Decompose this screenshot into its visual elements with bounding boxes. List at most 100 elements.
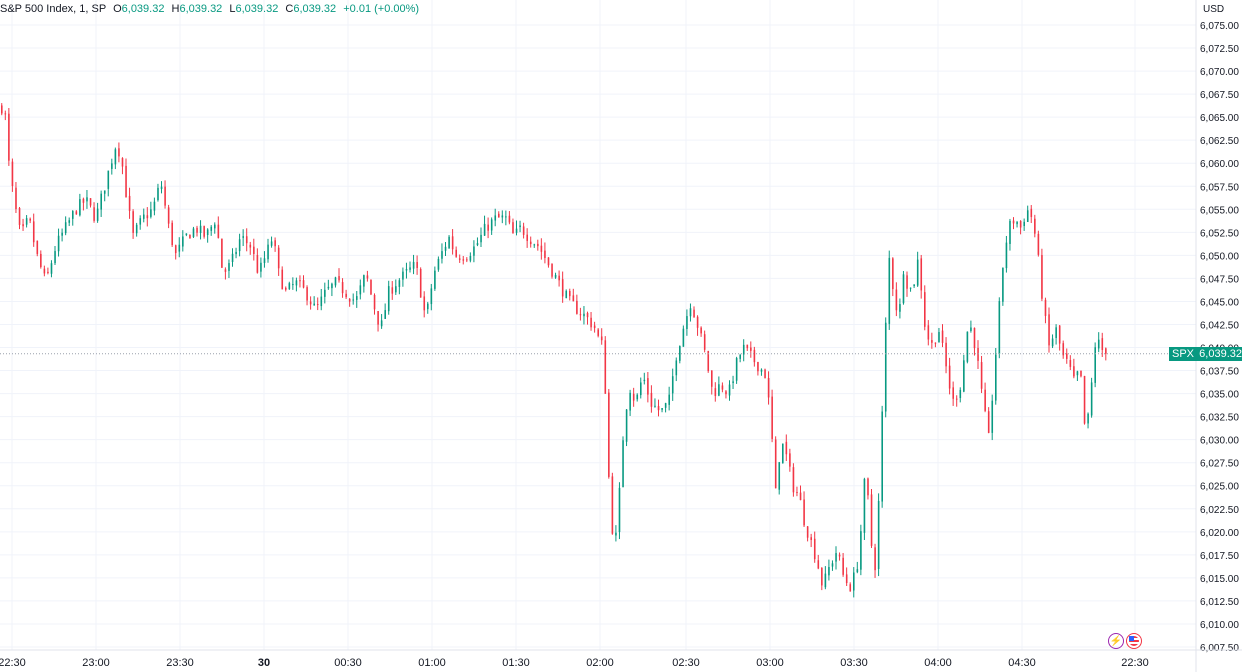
candle-body	[586, 312, 589, 318]
candle-body	[863, 478, 866, 533]
candle-body	[480, 234, 482, 243]
candle-body	[79, 199, 81, 216]
candle-body	[913, 284, 915, 286]
candlestick-series	[1, 103, 1107, 598]
candle-body	[1076, 371, 1079, 376]
candle-body	[86, 197, 88, 202]
candle-body	[792, 467, 795, 493]
candle-body	[224, 269, 227, 272]
candle-body	[1090, 382, 1093, 416]
lightning-icon[interactable]: ⚡	[1108, 633, 1124, 649]
candle-body	[860, 531, 862, 570]
x-tick-label: 02:30	[672, 657, 700, 669]
candle-body	[199, 225, 202, 234]
candle-body	[473, 246, 475, 256]
candle-body	[643, 379, 646, 382]
candle-body	[625, 409, 628, 442]
candle-body	[40, 253, 42, 268]
candle-body	[959, 389, 962, 399]
candle-body	[114, 149, 117, 165]
candle-body	[430, 288, 433, 305]
candle-body	[853, 572, 855, 591]
y-tick-label: 6,067.50	[1200, 90, 1239, 101]
candle-body	[462, 259, 465, 261]
candle-body	[398, 280, 401, 287]
legend-low-label: L	[229, 3, 236, 15]
candle-body	[1094, 347, 1096, 383]
chart-grid	[0, 0, 1196, 650]
candle-body	[341, 282, 344, 294]
candle-body	[508, 215, 511, 223]
time-axis[interactable]: 22:30 23:00 23:30 30 00:30 01:00 01:30 02:00 02:…	[0, 649, 1242, 669]
y-tick-label: 6,055.00	[1200, 205, 1239, 216]
candle-body	[977, 347, 979, 361]
candle-body	[306, 287, 308, 301]
candle-body	[302, 280, 305, 288]
last-price-badge: SPX 6,039.32	[1169, 346, 1242, 361]
candle-body	[927, 325, 930, 340]
candle-body	[682, 328, 685, 347]
candle-body	[487, 224, 489, 231]
candle-body	[892, 258, 894, 290]
candle-body	[618, 487, 621, 533]
candle-body	[221, 238, 223, 268]
candle-body	[103, 190, 106, 194]
candle-body	[185, 233, 188, 235]
candle-body	[171, 222, 173, 245]
candle-body	[416, 262, 418, 268]
candle-body	[693, 309, 695, 318]
x-tick-label: 01:30	[502, 657, 530, 669]
candle-body	[196, 227, 198, 233]
candle-body	[25, 218, 28, 225]
candle-body	[501, 215, 504, 218]
legend-change: +0.01 (+0.00%)	[343, 3, 420, 15]
x-tick-label: 04:00	[924, 657, 952, 669]
candle-body	[657, 406, 660, 411]
candle-body	[636, 394, 639, 400]
candle-body	[806, 526, 809, 538]
price-axis[interactable]: 6,075.00 6,072.50 6,070.00 6,067.50 6,065.00…	[1195, 0, 1239, 672]
price-badge-ticker: SPX	[1172, 347, 1195, 360]
candle-body	[1058, 325, 1061, 344]
legend-low-value: 6,039.32	[235, 3, 279, 15]
candle-body	[757, 361, 759, 372]
candle-body	[157, 187, 159, 201]
candle-body	[1037, 233, 1040, 255]
candle-body	[1009, 220, 1011, 244]
candle-body	[1051, 338, 1054, 347]
candle-body	[338, 276, 340, 281]
candle-body	[299, 280, 301, 282]
candle-body	[572, 295, 575, 302]
chart-status-icons: ⚡	[1108, 633, 1142, 649]
y-tick-label: 6,025.00	[1200, 482, 1239, 493]
candle-body	[267, 244, 269, 260]
candle-body	[661, 408, 663, 410]
x-tick-label: 22:30	[0, 657, 26, 669]
candle-body	[782, 443, 784, 464]
candle-body	[412, 261, 415, 269]
legend-open-value: 6,039.32	[121, 3, 165, 15]
candle-body	[668, 394, 670, 405]
y-tick-label: 6,010.00	[1200, 620, 1239, 631]
y-tick-label: 6,042.50	[1200, 320, 1239, 331]
candle-body	[437, 258, 440, 270]
candle-body	[629, 392, 631, 411]
candle-body	[295, 280, 298, 286]
currency-label[interactable]: USD	[1203, 4, 1225, 15]
x-tick-label: 30	[258, 657, 270, 669]
candle-body	[1055, 327, 1057, 339]
candle-body	[831, 563, 834, 567]
legend-open-label: O	[113, 3, 122, 15]
candle-body	[192, 228, 195, 237]
candle-body	[345, 293, 347, 298]
candle-body	[980, 362, 983, 389]
candle-body	[359, 285, 362, 295]
candle-body	[938, 332, 940, 343]
candle-body	[277, 247, 280, 269]
candle-body	[263, 258, 266, 263]
candle-body	[82, 198, 85, 203]
us-flag-icon[interactable]	[1126, 633, 1142, 649]
y-tick-label: 6,012.50	[1200, 597, 1239, 608]
candle-body	[214, 224, 216, 229]
